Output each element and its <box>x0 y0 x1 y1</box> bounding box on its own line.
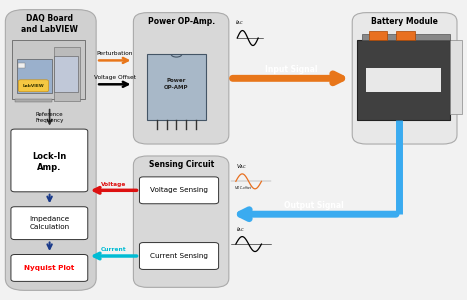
FancyBboxPatch shape <box>11 207 88 240</box>
Bar <box>54 47 80 101</box>
Text: Voltage Sensing: Voltage Sensing <box>150 187 208 193</box>
Text: Current Sensing: Current Sensing <box>150 253 208 259</box>
FancyBboxPatch shape <box>134 13 229 144</box>
Bar <box>396 31 415 40</box>
FancyBboxPatch shape <box>18 80 49 92</box>
FancyBboxPatch shape <box>352 13 457 144</box>
Text: Lock-In
Amp.: Lock-In Amp. <box>33 152 67 172</box>
Text: Input Signal: Input Signal <box>264 65 317 74</box>
Bar <box>14 99 52 102</box>
FancyBboxPatch shape <box>140 177 219 204</box>
FancyBboxPatch shape <box>5 10 96 290</box>
Bar <box>148 54 205 120</box>
Bar <box>12 40 85 99</box>
Text: Current: Current <box>100 248 126 252</box>
Text: Reference
Frequency: Reference Frequency <box>35 112 64 123</box>
Text: Voltage: Voltage <box>101 182 126 187</box>
FancyBboxPatch shape <box>134 156 229 287</box>
Bar <box>357 40 450 120</box>
Text: $I_{AC}$: $I_{AC}$ <box>235 18 244 27</box>
Text: Voltage Offset: Voltage Offset <box>94 75 136 80</box>
Bar <box>361 34 450 40</box>
Text: Sensing Circuit: Sensing Circuit <box>149 160 214 169</box>
Bar <box>450 40 462 114</box>
Bar <box>18 62 25 68</box>
Text: LabVIEW: LabVIEW <box>23 84 45 88</box>
Bar <box>54 56 78 92</box>
Text: Power
OP-AMP: Power OP-AMP <box>164 78 189 90</box>
Text: Nyquist Plot: Nyquist Plot <box>24 265 75 271</box>
Text: $V_{AC}$: $V_{AC}$ <box>236 162 247 171</box>
Text: Battery Module: Battery Module <box>371 17 439 26</box>
Bar <box>366 68 441 92</box>
Text: Perturbation: Perturbation <box>97 51 133 56</box>
Text: $I_{AC}$: $I_{AC}$ <box>236 225 245 234</box>
Text: Output Signal: Output Signal <box>284 201 344 210</box>
Text: Power OP-Amp.: Power OP-Amp. <box>148 17 215 26</box>
Bar <box>368 31 387 40</box>
Text: Impedance
Calculation: Impedance Calculation <box>29 216 70 230</box>
FancyBboxPatch shape <box>140 243 219 269</box>
FancyBboxPatch shape <box>11 129 88 192</box>
Bar <box>17 59 52 93</box>
FancyBboxPatch shape <box>11 254 88 281</box>
Text: $V_{DC,offset}$: $V_{DC,offset}$ <box>234 184 252 192</box>
Text: DAQ Board
and LabVIEW: DAQ Board and LabVIEW <box>21 14 78 34</box>
